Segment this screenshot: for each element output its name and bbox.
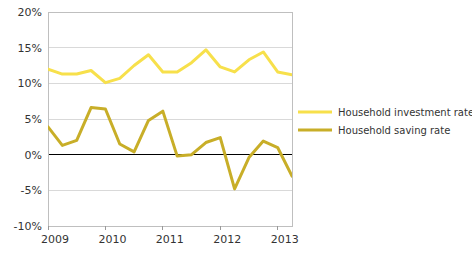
series-group — [48, 50, 292, 189]
y-tick-label: 5% — [25, 113, 42, 126]
x-tick-label: 2013 — [271, 233, 299, 246]
chart: -10% -5% 0% 5% 10% 15% 20% 2009 2010 2011 2012 2013… — [0, 0, 472, 263]
legend-label: Household investment rate — [338, 107, 472, 118]
y-tick-label: -10% — [14, 220, 42, 233]
legend-swatch — [298, 111, 332, 114]
legend-swatch — [298, 129, 332, 132]
y-tick-label: -5% — [21, 184, 42, 197]
x-tick-label: 2012 — [213, 233, 241, 246]
x-tick-label: 2011 — [156, 233, 184, 246]
plot-frame — [48, 12, 292, 226]
x-tick-label: 2010 — [98, 233, 126, 246]
grid-line — [48, 47, 292, 48]
x-tick — [220, 226, 221, 230]
x-tick — [162, 226, 163, 230]
y-tick-label: 10% — [18, 77, 42, 90]
y-tick-label: 20% — [18, 6, 42, 19]
x-tick — [105, 226, 106, 230]
zero-line — [48, 154, 292, 155]
grid-line — [48, 83, 292, 84]
x-tick-label: 2009 — [41, 233, 69, 246]
legend-label: Household saving rate — [338, 125, 450, 136]
grid-line — [48, 190, 292, 191]
series-line — [48, 50, 292, 83]
series-line — [48, 108, 292, 189]
y-tick-label: 0% — [25, 149, 42, 162]
y-tick-label: 15% — [18, 42, 42, 55]
x-tick — [48, 226, 49, 230]
x-tick — [277, 226, 278, 230]
